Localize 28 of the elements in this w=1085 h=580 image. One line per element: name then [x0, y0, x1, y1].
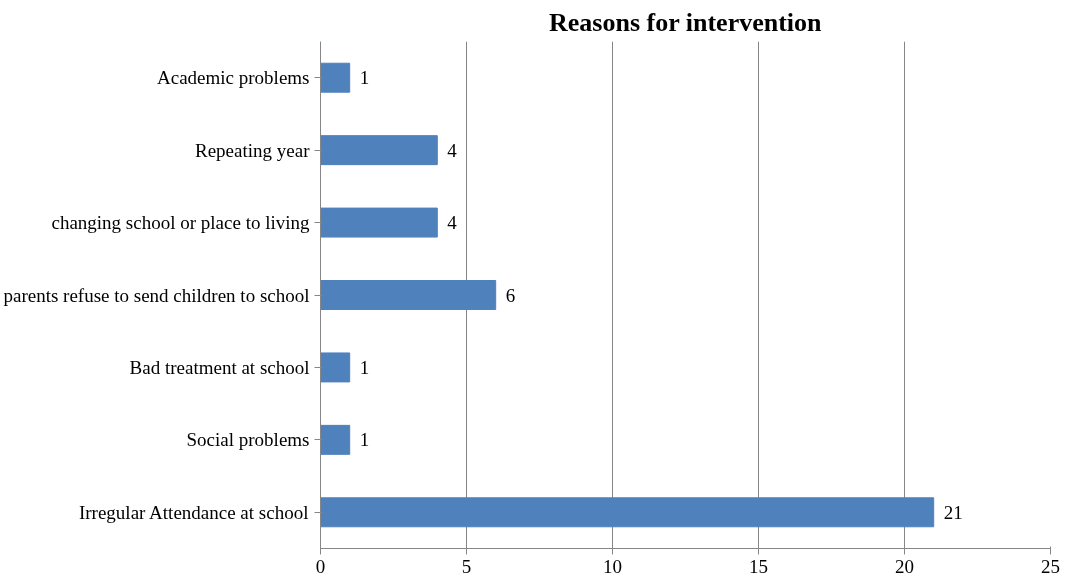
y-tick-label: Irregular Attendance at school — [78, 501, 309, 523]
chart-title: Reasons for intervention — [549, 7, 823, 37]
x-tick-label: 15 — [749, 555, 768, 577]
y-tick-label: Repeating year — [195, 139, 311, 161]
data-label: 21 — [943, 501, 963, 523]
bar — [320, 207, 438, 238]
data-label: 1 — [359, 429, 370, 451]
x-tick-label: 10 — [603, 555, 622, 577]
x-tick-label: 25 — [1041, 555, 1060, 577]
data-label: 1 — [359, 67, 370, 89]
data-label: 6 — [505, 284, 516, 306]
data-label: 4 — [447, 139, 458, 161]
bar — [320, 280, 497, 310]
bar — [320, 497, 935, 528]
data-label: 4 — [447, 212, 458, 234]
bar — [320, 424, 351, 455]
bar — [320, 352, 351, 383]
data-label: 1 — [359, 356, 370, 378]
y-tick-label: Social problems — [186, 429, 310, 451]
x-tick-label: 5 — [461, 555, 472, 577]
y-tick-label: parents refuse to send children to school — [3, 284, 310, 306]
bar — [320, 62, 351, 93]
x-tick-label: 0 — [315, 555, 326, 577]
x-tick-label: 20 — [895, 555, 914, 577]
y-tick-label: Academic problems — [157, 67, 310, 89]
y-tick-label: changing school or place to living — [51, 212, 310, 234]
bar — [320, 135, 438, 166]
y-tick-label: Bad treatment at school — [129, 356, 310, 378]
